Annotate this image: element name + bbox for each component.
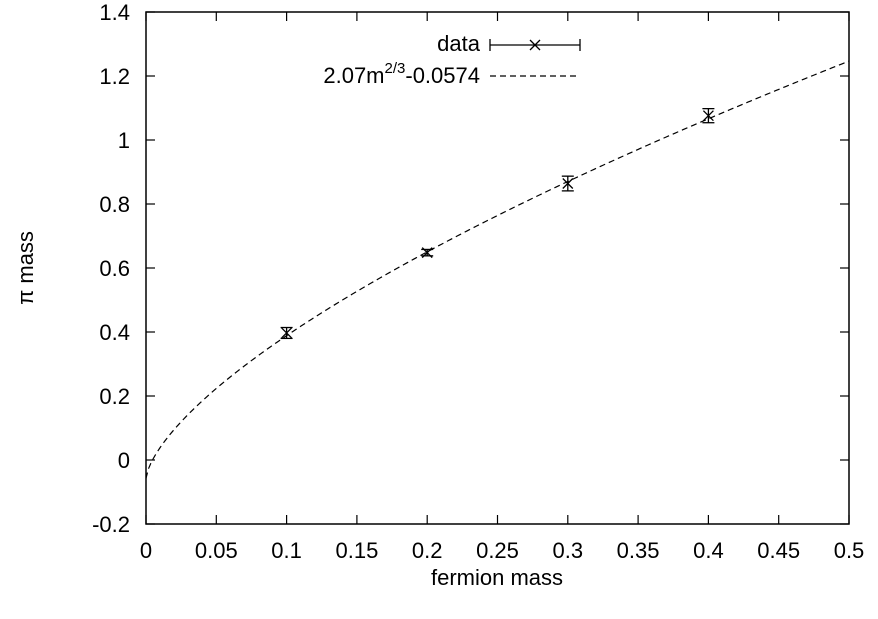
data-point <box>702 107 715 124</box>
data-points-layer <box>280 107 715 340</box>
y-axis-title: π mass <box>13 231 38 305</box>
x-tick-label: 0.35 <box>617 538 660 563</box>
y-tick-label: -0.2 <box>92 512 130 537</box>
data-point <box>280 326 293 340</box>
x-tick-label: 0.05 <box>195 538 238 563</box>
legend-swatch-data <box>489 39 581 51</box>
axis-ticks: 0 0.05 0.1 0.15 0.2 0.25 0.3 0.35 0.4 0.45 0.5 -0.2… <box>92 0 864 563</box>
plot-frame <box>145 11 850 525</box>
y-tick-label: 1.4 <box>99 0 130 25</box>
x-tick-label: 0.1 <box>271 538 302 563</box>
y-tick-label: 0 <box>118 448 130 473</box>
x-tick-label: 0.25 <box>476 538 519 563</box>
y-tick-label: 0.8 <box>99 192 130 217</box>
fit-curve <box>145 60 850 479</box>
x-tick-label: 0.4 <box>693 538 724 563</box>
y-tick-label: 0.2 <box>99 384 130 409</box>
y-tick-label: 0.4 <box>99 320 130 345</box>
y-tick-label: 1.2 <box>99 64 130 89</box>
legend-label-fit: 2.07m2/3-0.0574 <box>323 60 480 88</box>
x-tick-label: 0.5 <box>834 538 865 563</box>
x-tick-label: 0.15 <box>335 538 378 563</box>
legend: data 2.07m2/3-0.0574 <box>323 31 581 88</box>
y-tick-label: 0.6 <box>99 256 130 281</box>
data-point <box>561 175 574 192</box>
x-tick-label: 0.45 <box>757 538 800 563</box>
fit-curve-layer <box>145 60 850 479</box>
data-point <box>421 247 434 259</box>
legend-label-data: data <box>437 31 481 56</box>
x-tick-label: 0.2 <box>412 538 443 563</box>
x-tick-label: 0 <box>140 538 152 563</box>
y-tick-label: 1 <box>118 128 130 153</box>
x-tick-label: 0.3 <box>553 538 584 563</box>
x-axis-title: fermion mass <box>431 565 563 590</box>
